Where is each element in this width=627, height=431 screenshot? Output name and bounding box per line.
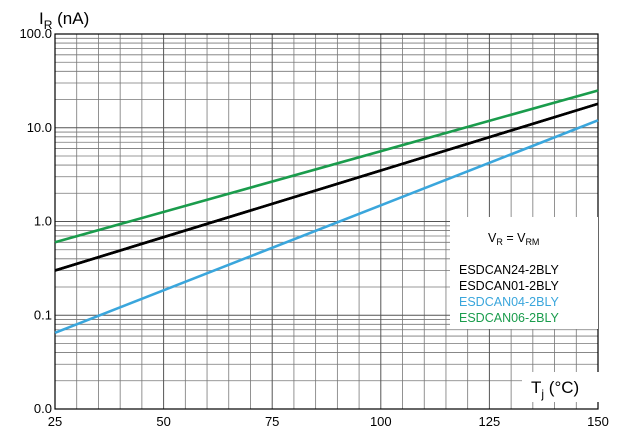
legend-entry-esdcan04-2bly: ESDCAN04-2BLY xyxy=(459,295,559,309)
legend: VR = VRM ESDCAN24-2BLY ESDCAN01-2BLY ESDCA… xyxy=(450,217,598,329)
y-tick-label: 1.0 xyxy=(34,214,52,229)
x-tick-label: 100 xyxy=(370,414,392,429)
series-layer xyxy=(54,89,599,334)
series-line-esdcan01-2bly xyxy=(54,102,599,272)
x-tick-labels: 25 50 75 100 125 150 xyxy=(48,414,609,429)
legend-entry-esdcan24-2bly: ESDCAN24-2BLY xyxy=(459,263,559,277)
y-tick-labels: 0.0 0.1 1.0 10.0 100.0 xyxy=(19,26,52,416)
x-tick-label: 75 xyxy=(265,414,279,429)
legend-condition: VR = VRM xyxy=(488,231,539,247)
legend-box xyxy=(450,217,598,329)
x-axis-label: Tj (°C) xyxy=(531,378,579,401)
series-line-esdcan06-2bly xyxy=(54,89,599,244)
y-tick-label: 100.0 xyxy=(19,26,52,41)
x-axis-label-background xyxy=(522,372,599,402)
y-tick-label: 0.0 xyxy=(34,401,52,416)
x-tick-label: 125 xyxy=(479,414,501,429)
x-tick-label: 50 xyxy=(156,414,170,429)
legend-entry-esdcan01-2bly: ESDCAN01-2BLY xyxy=(459,279,559,293)
y-tick-label: 10.0 xyxy=(27,120,52,135)
x-tick-label: 25 xyxy=(48,414,62,429)
series-line-esdcan04-2bly xyxy=(54,119,599,334)
x-tick-label: 150 xyxy=(587,414,609,429)
legend-entry-esdcan06-2bly: ESDCAN06-2BLY xyxy=(459,311,559,325)
y-axis-label: IR (nA) xyxy=(39,9,89,32)
y-tick-label: 0.1 xyxy=(34,307,52,322)
